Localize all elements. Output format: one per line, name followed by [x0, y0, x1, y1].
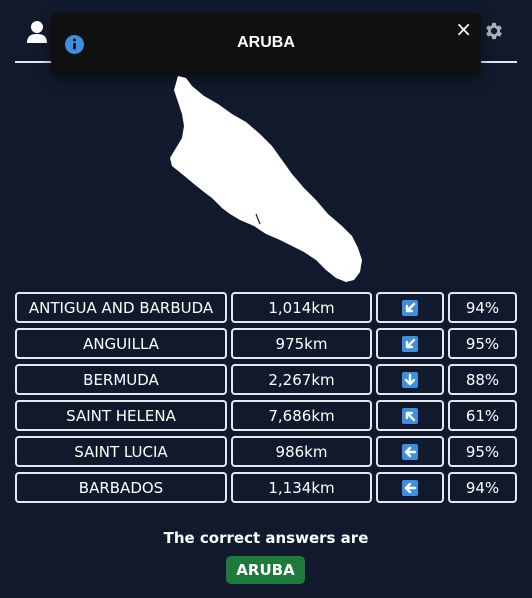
guess-proximity-percent: 88%: [448, 364, 517, 395]
info-icon: [65, 35, 84, 54]
guess-proximity-percent: 95%: [448, 436, 517, 467]
guess-country-name: SAINT LUCIA: [15, 436, 227, 467]
answer-badge: ARUBA: [226, 556, 305, 584]
direction-arrow-icon: [402, 299, 418, 316]
guess-country-name: ANGUILLA: [15, 328, 227, 359]
direction-arrow-icon: [402, 479, 418, 496]
close-icon[interactable]: ×: [455, 17, 472, 41]
guess-distance: 986km: [231, 436, 372, 467]
guess-direction: [376, 472, 444, 503]
user-icon[interactable]: [26, 20, 48, 44]
guess-proximity-percent: 94%: [448, 292, 517, 323]
direction-arrow-icon: [402, 371, 418, 388]
guess-distance: 7,686km: [231, 400, 372, 431]
guess-country-name: BERMUDA: [15, 364, 227, 395]
guess-distance: 1,014km: [231, 292, 372, 323]
guess-country-name: BARBADOS: [15, 472, 227, 503]
guess-row: SAINT LUCIA 986km 95%: [15, 436, 517, 467]
guess-country-name: ANTIGUA AND BARBUDA: [15, 292, 227, 323]
guess-country-name: SAINT HELENA: [15, 400, 227, 431]
guess-direction: [376, 328, 444, 359]
guess-row: ANGUILLA 975km 95%: [15, 328, 517, 359]
guess-proximity-percent: 94%: [448, 472, 517, 503]
direction-arrow-icon: [402, 407, 418, 424]
guess-proximity-percent: 61%: [448, 400, 517, 431]
guess-row: BERMUDA 2,267km 88%: [15, 364, 517, 395]
toast-notification: ARUBA ×: [51, 13, 481, 75]
direction-arrow-icon: [402, 443, 418, 460]
guess-row: BARBADOS 1,134km 94%: [15, 472, 517, 503]
guess-distance: 2,267km: [231, 364, 372, 395]
guess-direction: [376, 400, 444, 431]
guess-direction: [376, 292, 444, 323]
guess-row: ANTIGUA AND BARBUDA 1,014km 94%: [15, 292, 517, 323]
guess-direction: [376, 364, 444, 395]
guess-distance: 975km: [231, 328, 372, 359]
guess-direction: [376, 436, 444, 467]
country-silhouette: [170, 76, 362, 282]
guess-row: SAINT HELENA 7,686km 61%: [15, 400, 517, 431]
answers-label: The correct answers are: [163, 529, 369, 547]
toast-title: ARUBA: [237, 34, 295, 51]
guess-distance: 1,134km: [231, 472, 372, 503]
guess-proximity-percent: 95%: [448, 328, 517, 359]
gear-icon[interactable]: [483, 19, 505, 43]
direction-arrow-icon: [402, 335, 418, 352]
